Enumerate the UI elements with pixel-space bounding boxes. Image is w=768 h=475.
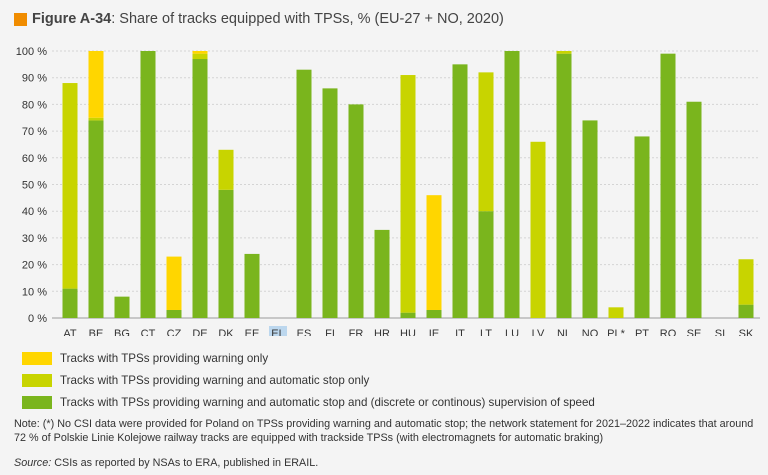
- bar-segment: [582, 120, 598, 318]
- y-tick-label: 60 %: [22, 153, 47, 165]
- x-tick-label: BG: [114, 328, 130, 336]
- y-tick-label: 90 %: [22, 73, 47, 85]
- y-tick-label: 100 %: [16, 46, 47, 58]
- x-tick-label: CT: [141, 328, 156, 336]
- bar-segment: [218, 149, 234, 190]
- x-tick-label: HR: [374, 328, 390, 336]
- x-tick-label: FI: [325, 328, 335, 336]
- x-tick-label: SE: [687, 328, 702, 336]
- figure-label: Figure A-34: [32, 11, 112, 27]
- y-tick-label: 20 %: [22, 260, 47, 272]
- x-tick-label: SI: [715, 328, 725, 336]
- y-tick-label: 70 %: [22, 126, 47, 138]
- bar-segment: [244, 253, 260, 318]
- bar-segment: [140, 51, 156, 318]
- legend-swatch: [22, 351, 52, 365]
- x-tick-label: LV: [532, 328, 545, 336]
- y-tick-label: 50 %: [22, 180, 47, 192]
- bar-segment: [192, 51, 208, 54]
- figure-marker: [14, 12, 27, 26]
- y-tick-label: 40 %: [22, 206, 47, 218]
- bar-segment: [738, 304, 754, 318]
- legend-item-warning-only: Tracks with TPSs providing warning only: [22, 350, 268, 366]
- x-tick-label: PL*: [607, 328, 625, 336]
- x-tick-label: EL: [271, 328, 284, 336]
- bar-segment: [426, 195, 442, 310]
- bar-segment: [62, 288, 78, 318]
- bar-segment: [634, 136, 650, 318]
- stacked-bar-chart: 0 % 10 % 20 % 30 % 40 % 50 % 60 % 70 % 80 % 90 % 1…: [16, 46, 760, 336]
- y-axis: 0 % 10 % 20 % 30 % 40 % 50 % 60 % 70 % 80 % 90 % 1…: [16, 46, 47, 325]
- figure-source: Source: CSIs as reported by NSAs to ERA,…: [14, 457, 318, 469]
- bar-segment: [62, 83, 78, 289]
- legend-swatch: [22, 373, 52, 387]
- figure-title-text: Share of tracks equipped with TPSs, % (E…: [119, 11, 504, 27]
- bar-segment: [400, 75, 416, 313]
- x-tick-label: HU: [400, 328, 416, 336]
- x-tick-label: NO: [582, 328, 599, 336]
- bar-segment: [192, 53, 208, 60]
- bar-segment: [556, 51, 572, 54]
- bar-segment: [556, 53, 572, 319]
- legend-swatch: [22, 395, 52, 409]
- source-label: Source:: [14, 457, 52, 469]
- x-tick-label: PT: [635, 328, 649, 336]
- x-tick-label: NL: [557, 328, 571, 336]
- bar-segment: [426, 309, 442, 318]
- legend-label: Tracks with TPSs providing warning only: [60, 351, 269, 365]
- bar-segment: [400, 312, 416, 318]
- x-tick-label: ES: [297, 328, 312, 336]
- bar-segment: [348, 104, 364, 319]
- figure-colon: :: [111, 11, 120, 27]
- y-tick-label: 0 %: [28, 313, 47, 325]
- bar-segment: [296, 69, 312, 318]
- bar-segment: [530, 141, 546, 318]
- x-tick-label: BE: [89, 328, 104, 336]
- figure-note: Note: (*) No CSI data were provided for …: [14, 418, 754, 444]
- bar-segment: [218, 189, 234, 318]
- legend-item-speed-supervision: Tracks with TPSs providing warning and a…: [22, 394, 595, 410]
- bar-segment: [374, 229, 390, 318]
- x-tick-label: LT: [480, 328, 492, 336]
- bar-segment: [192, 59, 208, 318]
- bar-segment: [738, 259, 754, 305]
- x-tick-label: IT: [455, 328, 465, 336]
- bar-segment: [88, 51, 104, 118]
- bar-segment: [608, 307, 624, 318]
- bar-segment: [504, 51, 520, 318]
- x-tick-label: SK: [739, 328, 754, 336]
- x-tick-label: FR: [349, 328, 364, 336]
- bar-segment: [478, 211, 494, 318]
- bar-segment: [660, 53, 676, 319]
- x-tick-label: DK: [218, 328, 234, 336]
- x-tick-label: AT: [63, 328, 77, 336]
- x-tick-label: LU: [505, 328, 519, 336]
- x-axis: AT BE BG CT CZ DE DK EE EL ES FI FR HR HU IE IT LT LU LV NL…: [63, 326, 754, 336]
- bar-segment: [88, 117, 104, 121]
- bar-segment: [686, 101, 702, 318]
- chart-bars: [62, 51, 754, 319]
- bar-segment: [322, 88, 338, 318]
- bar-segment: [452, 64, 468, 318]
- x-tick-label: CZ: [167, 328, 182, 336]
- y-tick-label: 30 %: [22, 233, 47, 245]
- legend-label: Tracks with TPSs providing warning and a…: [60, 373, 370, 387]
- y-tick-label: 10 %: [22, 286, 47, 298]
- legend-label: Tracks with TPSs providing warning and a…: [60, 395, 595, 409]
- source-text: CSIs as reported by NSAs to ERA, publish…: [54, 457, 319, 469]
- y-tick-label: 80 %: [22, 99, 47, 111]
- x-tick-label: RO: [660, 328, 677, 336]
- x-tick-label: IE: [429, 328, 439, 336]
- bar-segment: [166, 256, 182, 310]
- bar-segment: [114, 296, 130, 318]
- bar-segment: [88, 120, 104, 318]
- x-tick-label: EE: [245, 328, 260, 336]
- bar-segment: [166, 309, 182, 318]
- x-tick-label: DE: [192, 328, 207, 336]
- legend-item-warning-auto-stop: Tracks with TPSs providing warning and a…: [22, 372, 369, 388]
- figure-title: Figure A-34: Share of tracks equipped wi…: [14, 9, 504, 29]
- x-tick-highlight: [269, 326, 287, 336]
- bar-segment: [478, 72, 494, 212]
